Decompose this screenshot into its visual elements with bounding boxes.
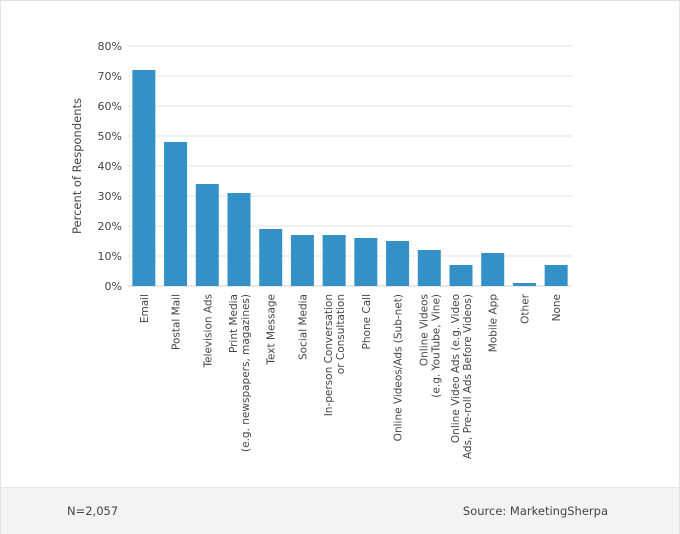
bar-chart: 0% 10% 20% 30% 40% 50% 60% 70% 80% Email Postal M…	[70, 40, 572, 459]
y-tick-label: 70%	[98, 70, 122, 83]
bar	[227, 193, 251, 286]
y-tick-label: 10%	[98, 250, 122, 263]
bars	[132, 70, 568, 286]
x-tick-label: Television Ads	[202, 294, 214, 369]
x-tick-label: (e.g. newspapers, magazines)	[240, 294, 252, 452]
bar	[354, 238, 378, 286]
y-tick-label: 20%	[98, 220, 122, 233]
x-tick-label: or Consultation	[335, 294, 347, 374]
x-tick-label: Online Videos/Ads (Sub-net)	[393, 294, 405, 441]
footer: N=2,057 Source: MarketingSherpa	[1, 487, 679, 534]
bar	[132, 70, 156, 286]
x-tick-label: Other	[519, 293, 531, 323]
x-tick-label: Online Videos	[418, 294, 430, 366]
source-note: Source: MarketingSherpa	[462, 504, 608, 518]
bar	[386, 241, 410, 286]
x-tick-label: Ads, Pre-roll Ads Before Videos)	[462, 294, 474, 459]
bar	[259, 229, 283, 286]
x-tick-label: Postal Mail	[171, 294, 183, 350]
y-tick-label: 30%	[98, 190, 122, 203]
x-tick-label: Phone Call	[361, 294, 373, 349]
bar	[195, 184, 219, 286]
x-tick-label: None	[551, 294, 563, 321]
x-tick-labels: Email Postal Mail Television Ads Print Medi…	[139, 293, 563, 459]
x-tick-label: In-person Conversation	[323, 294, 335, 416]
bar	[417, 250, 441, 286]
bar	[544, 265, 568, 286]
y-tick-label: 50%	[98, 130, 122, 143]
y-axis-label: Percent of Respondents	[70, 98, 84, 234]
y-tick-label: 80%	[98, 40, 122, 53]
y-tick-label: 60%	[98, 100, 122, 113]
bar	[449, 265, 473, 286]
x-tick-label: Mobile App	[488, 294, 500, 353]
bar	[512, 283, 536, 286]
x-tick-label: Social Media	[297, 294, 309, 360]
bar	[481, 253, 505, 286]
x-tick-label: Email	[139, 294, 151, 323]
x-tick-label: Print Media	[228, 294, 240, 353]
x-tick-label: (e.g. YouTube, Vine)	[430, 294, 442, 398]
y-tick-labels: 0% 10% 20% 30% 40% 50% 60% 70% 80%	[98, 40, 122, 293]
sample-size: N=2,057	[67, 504, 119, 518]
y-tick-label: 40%	[98, 160, 122, 173]
x-tick-label: Text Message	[266, 294, 278, 366]
x-tick-label: Online Video Ads (e.g. Video	[450, 294, 462, 443]
bar	[290, 235, 314, 286]
gridlines	[128, 45, 572, 287]
bar	[164, 142, 188, 286]
bar	[322, 235, 346, 286]
y-tick-label: 0%	[105, 280, 122, 293]
